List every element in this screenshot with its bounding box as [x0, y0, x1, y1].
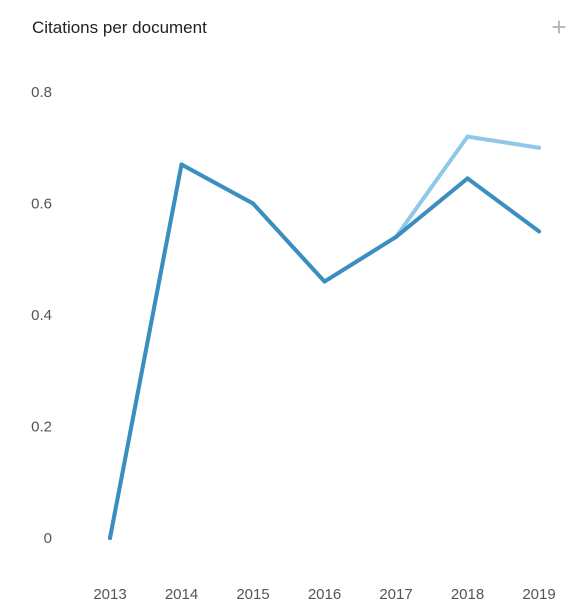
y-tick-label: 0.6 [31, 196, 52, 213]
series-2-point[interactable] [394, 234, 398, 239]
x-tick-label: 2016 [308, 586, 341, 603]
x-tick-label: 2019 [522, 586, 555, 603]
series-2-point[interactable] [108, 536, 112, 540]
plus-icon[interactable]: + [551, 11, 567, 42]
series-2-point[interactable] [251, 201, 255, 206]
series-2-point[interactable] [465, 176, 470, 181]
series-1-point[interactable] [537, 145, 541, 150]
y-tick-label: 0.8 [31, 84, 52, 101]
x-tick-label: 2015 [236, 586, 269, 603]
series-2-point[interactable] [179, 162, 184, 167]
series-2-point[interactable] [322, 279, 327, 284]
chart-title: Citations per document [32, 18, 207, 37]
x-tick-label: 2018 [451, 586, 484, 603]
y-tick-label: 0.2 [31, 419, 52, 436]
y-tick-label: 0 [44, 530, 52, 547]
x-tick-label: 2014 [165, 586, 198, 603]
x-tick-label: 2017 [379, 586, 412, 603]
series-line-2[interactable] [108, 162, 541, 540]
x-tick-label: 2013 [93, 586, 126, 603]
series-2-point[interactable] [537, 229, 541, 234]
chart-series [108, 134, 541, 540]
y-axis-ticks: 0 0.2 0.4 0.6 0.8 [31, 84, 52, 547]
series-1-point[interactable] [465, 134, 470, 139]
y-tick-label: 0.4 [31, 307, 52, 324]
x-axis-ticks: 2013 2014 2015 2016 2017 2018 2019 [93, 586, 555, 603]
